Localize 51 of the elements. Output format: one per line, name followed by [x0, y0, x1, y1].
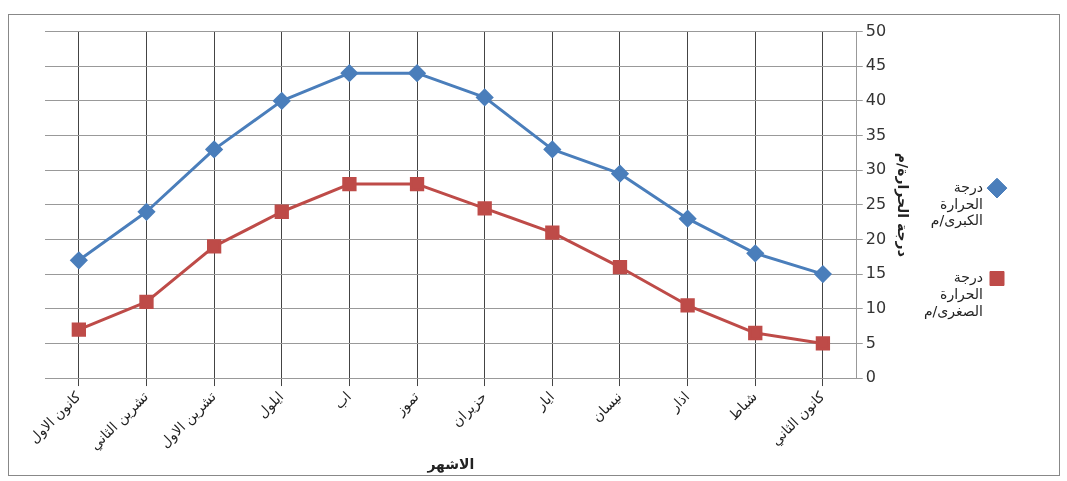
y-tick-label: 20 — [865, 228, 887, 248]
point — [679, 210, 697, 228]
point — [70, 251, 88, 269]
x-tick-label: كانون الاول — [25, 388, 85, 447]
point — [409, 176, 425, 192]
y-tick-label: 50 — [865, 20, 887, 40]
point — [543, 140, 561, 158]
point — [274, 204, 289, 219]
x-tick-label: حزيران — [448, 388, 491, 431]
point — [680, 298, 695, 313]
point — [545, 225, 560, 240]
point — [71, 322, 86, 337]
x-tick-label: كانون الثاني — [767, 388, 829, 450]
x-tick-label: نيسان — [588, 388, 625, 425]
x-axis-title: الاشهر — [426, 456, 475, 474]
point — [814, 265, 832, 283]
point — [137, 203, 155, 221]
point — [273, 92, 291, 110]
x-tick-label: تشرين الاول — [156, 388, 220, 452]
point — [206, 239, 222, 254]
point — [408, 64, 426, 82]
y-tick-label: 5 — [865, 332, 876, 352]
y-tick-label: 40 — [865, 90, 887, 110]
point — [748, 325, 763, 341]
y-tick-label: 0 — [865, 367, 876, 387]
point — [340, 64, 358, 82]
point — [746, 244, 764, 262]
point — [342, 176, 357, 192]
point — [611, 165, 629, 183]
y-tick-label: 30 — [865, 159, 887, 179]
point — [612, 260, 628, 275]
point — [139, 294, 154, 309]
point — [205, 140, 223, 158]
point — [476, 88, 494, 106]
y-tick-label: 25 — [865, 193, 887, 213]
x-tick-label: اب — [330, 388, 355, 412]
point — [477, 201, 492, 216]
x-tick-label: ايار — [531, 388, 558, 415]
y-tick-label: 45 — [865, 55, 887, 75]
x-tick-label: تموز — [391, 388, 423, 420]
y-tick-label: 15 — [865, 263, 887, 283]
x-tick-label: شباط — [725, 388, 760, 424]
x-tick-label: تشرين الثاني — [86, 388, 152, 454]
legend-label: درجة الحرارة الكبرى/م — [930, 178, 983, 230]
legend-label: درجة الحرارة الصغرى/م — [923, 269, 983, 320]
point — [815, 336, 831, 351]
x-tick-label: اذار — [665, 388, 694, 416]
x-tick-label: ايلول — [254, 388, 288, 422]
y-axis-title: درجة الحرارة/م — [893, 152, 911, 257]
y-tick-label: 35 — [865, 124, 887, 144]
y-tick-label: 10 — [865, 297, 887, 317]
